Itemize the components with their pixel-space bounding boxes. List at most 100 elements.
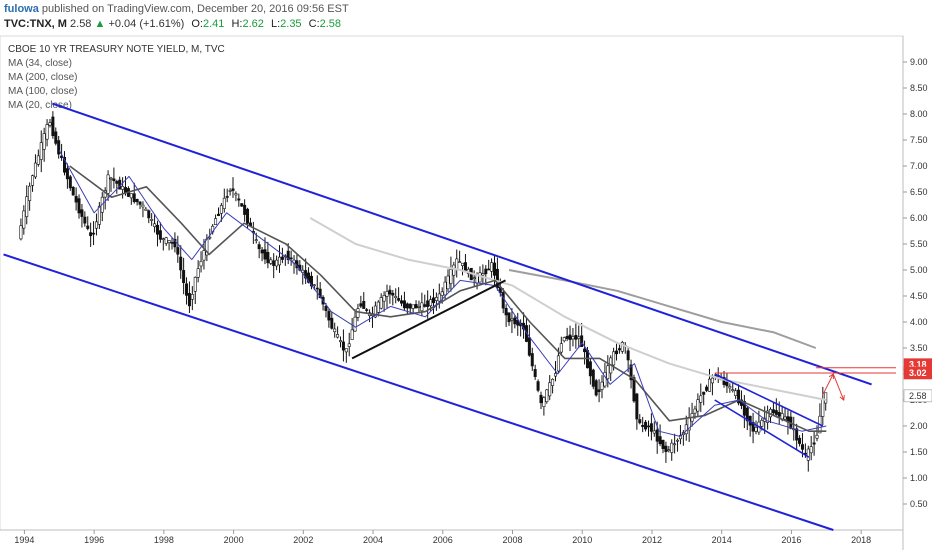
ma20-line bbox=[58, 150, 827, 437]
candle-body bbox=[588, 361, 592, 377]
forecast-arrow-down-head bbox=[839, 394, 845, 401]
candle-body bbox=[48, 122, 52, 126]
candle-body bbox=[554, 373, 558, 377]
candle-body bbox=[173, 238, 177, 248]
candle-body bbox=[513, 317, 517, 325]
candle-body bbox=[676, 439, 680, 442]
candle-body bbox=[417, 306, 421, 308]
price-change: +0.04 (+1.61%) bbox=[108, 18, 185, 30]
symbol-label: TVC:TNX, M bbox=[4, 18, 67, 30]
candle-body bbox=[269, 259, 273, 264]
chart-title: CBOE 10 YR TREASURY NOTE YIELD, M, TVC bbox=[8, 44, 225, 55]
close-value: 2.58 bbox=[319, 18, 342, 30]
candle-body bbox=[414, 304, 418, 309]
candle-body bbox=[315, 287, 319, 290]
open-label: O: bbox=[191, 18, 203, 30]
candle-body bbox=[68, 176, 72, 189]
candle-body bbox=[443, 281, 447, 296]
candle-body bbox=[559, 343, 563, 353]
candle-body bbox=[612, 351, 616, 366]
candle-body bbox=[170, 242, 174, 244]
author-name[interactable]: fulowa bbox=[4, 3, 39, 15]
candle-body bbox=[155, 224, 159, 235]
price-tag bbox=[903, 389, 932, 403]
candle-body bbox=[722, 377, 726, 385]
x-tick-label: 1998 bbox=[154, 535, 174, 545]
candle-body bbox=[798, 437, 802, 444]
candle-body bbox=[147, 210, 151, 219]
candle-body bbox=[39, 142, 43, 160]
wedge-upper-line bbox=[714, 373, 824, 427]
y-tick-label: 8.00 bbox=[910, 109, 928, 119]
candle-body bbox=[51, 116, 55, 137]
price-tag-label: 2.58 bbox=[909, 391, 927, 401]
candle-body bbox=[710, 377, 714, 384]
y-tick-label: 2.00 bbox=[910, 421, 928, 431]
y-tick-label: 1.50 bbox=[910, 447, 928, 457]
candle-body bbox=[539, 394, 543, 404]
candle-body bbox=[121, 186, 125, 190]
legend-item: MA (20, close) bbox=[8, 100, 72, 111]
candle-body bbox=[580, 335, 584, 348]
candle-body bbox=[426, 300, 430, 307]
chart-header: fulowa published on TradingView.com, Dec… bbox=[0, 0, 932, 34]
ma34-line bbox=[69, 165, 827, 433]
candle-body bbox=[353, 316, 357, 332]
candle-body bbox=[144, 208, 148, 211]
candle-body bbox=[28, 185, 32, 201]
candle-body bbox=[594, 380, 598, 396]
candle-body bbox=[620, 342, 624, 352]
x-tick-label: 2006 bbox=[433, 535, 453, 545]
candle-body bbox=[359, 303, 363, 307]
candle-body bbox=[411, 304, 415, 309]
candle-body bbox=[455, 258, 459, 270]
candle-body bbox=[734, 390, 738, 396]
candle-body bbox=[556, 355, 560, 372]
candle-body bbox=[74, 195, 78, 203]
candle-body bbox=[673, 443, 677, 446]
candle-body bbox=[344, 348, 348, 353]
candle-body bbox=[530, 353, 534, 367]
last-price: 2.58 bbox=[70, 18, 92, 30]
candle-body bbox=[275, 259, 279, 267]
candle-body bbox=[33, 162, 37, 178]
candle-body bbox=[800, 444, 804, 450]
candle-body bbox=[507, 312, 511, 323]
candle-body bbox=[591, 369, 595, 387]
candle-body bbox=[219, 205, 223, 214]
candle-body bbox=[153, 223, 157, 227]
candle-body bbox=[97, 205, 101, 225]
candle-body bbox=[202, 250, 206, 261]
price-tag-label: 3.18 bbox=[909, 360, 927, 370]
candle-body bbox=[280, 256, 284, 260]
candle-body bbox=[562, 337, 566, 342]
candle-body bbox=[472, 277, 476, 280]
candle-body bbox=[655, 429, 659, 442]
candle-body bbox=[324, 305, 328, 311]
candle-body bbox=[774, 410, 778, 415]
x-tick-label: 2018 bbox=[851, 535, 871, 545]
candle-body bbox=[652, 430, 656, 434]
candle-body bbox=[571, 336, 575, 340]
candle-body bbox=[266, 251, 270, 264]
x-tick-label: 2008 bbox=[502, 535, 522, 545]
candle-body bbox=[731, 389, 735, 391]
candle-body bbox=[632, 377, 636, 402]
high-label: H: bbox=[231, 18, 243, 30]
x-tick-label: 2012 bbox=[642, 535, 662, 545]
candle-body bbox=[548, 382, 552, 397]
candle-body bbox=[824, 392, 828, 404]
x-tick-label: 2016 bbox=[781, 535, 801, 545]
candle-body bbox=[272, 260, 276, 266]
candle-body bbox=[190, 294, 194, 300]
candle-body bbox=[400, 300, 404, 304]
candle-body bbox=[350, 329, 354, 340]
candle-body bbox=[167, 240, 171, 243]
candle-body bbox=[646, 425, 650, 428]
candle-body bbox=[237, 198, 241, 201]
candle-body bbox=[112, 178, 116, 182]
candle-body bbox=[182, 270, 186, 283]
candle-body bbox=[373, 305, 377, 318]
candle-body bbox=[196, 268, 200, 278]
